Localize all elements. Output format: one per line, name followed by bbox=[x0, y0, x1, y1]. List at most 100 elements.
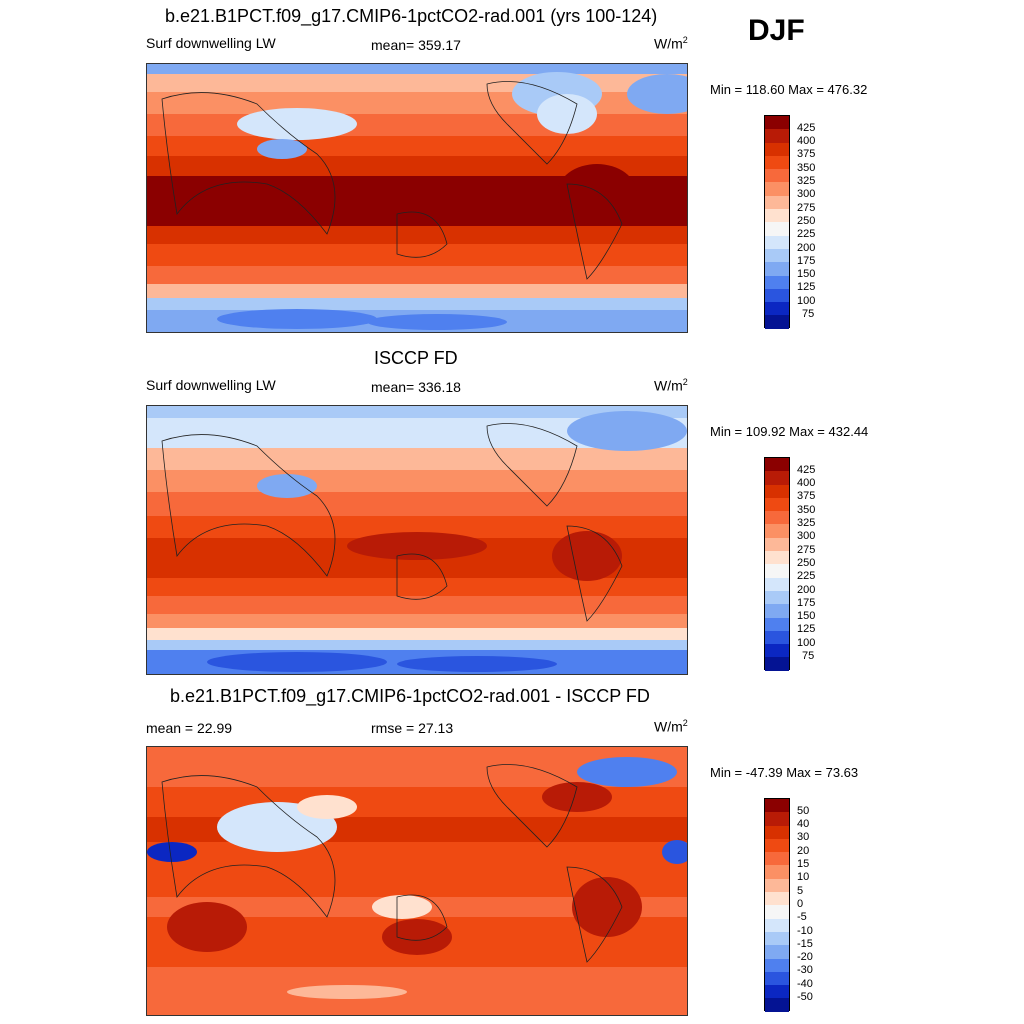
map-2-coastline bbox=[396, 553, 448, 600]
panel-1-variable-label: Surf downwelling LW bbox=[146, 35, 276, 51]
colorbar-3-tick: 15 bbox=[797, 858, 810, 870]
map-3-coastline bbox=[566, 866, 623, 963]
map-2-cold-region bbox=[257, 474, 317, 498]
panel-3-rmse-label: rmse = 27.13 bbox=[371, 720, 454, 736]
map-3-cold-region bbox=[297, 795, 357, 819]
map-2-coastline bbox=[486, 423, 578, 507]
map-3-warm-region bbox=[572, 877, 642, 937]
map-1-band bbox=[147, 114, 687, 136]
colorbar-2-tick: 350 bbox=[797, 503, 816, 516]
map-1-band bbox=[147, 226, 687, 244]
colorbar-3-tick: 40 bbox=[797, 818, 810, 831]
panel-2-units: W/m2 bbox=[654, 377, 688, 394]
colorbar-2-swatch bbox=[765, 630, 789, 645]
colorbar-3-swatch bbox=[765, 998, 789, 1012]
colorbar-1-swatch bbox=[765, 235, 789, 249]
map-3-cold-region bbox=[287, 985, 407, 999]
map-2-warm-region bbox=[552, 531, 622, 581]
colorbar-2-tick: 425 bbox=[797, 463, 816, 476]
colorbar-2-tick: 75 bbox=[802, 650, 815, 662]
colorbar-2-swatch bbox=[765, 644, 789, 658]
map-2-band bbox=[147, 470, 687, 492]
colorbar-1-tick: 125 bbox=[797, 281, 816, 294]
panel-2-variable-label: Surf downwelling LW bbox=[146, 377, 276, 393]
map-2-coastline bbox=[566, 525, 623, 622]
map-3-cold-region bbox=[372, 895, 432, 919]
panel-2-mean-label: mean= 336.18 bbox=[371, 379, 461, 395]
colorbar-2-tick: 150 bbox=[797, 610, 816, 623]
colorbar-2-swatch bbox=[765, 458, 789, 472]
panel-1-map bbox=[146, 63, 688, 333]
panel-3-mean-label: mean = 22.99 bbox=[146, 720, 233, 736]
colorbar-2-tick: 100 bbox=[797, 636, 816, 649]
colorbar-3-swatch bbox=[765, 985, 789, 999]
colorbar-2-swatch bbox=[765, 604, 789, 618]
colorbar-2-swatch bbox=[765, 564, 789, 578]
colorbar-1-tick: 75 bbox=[802, 308, 815, 320]
colorbar-3-swatch bbox=[765, 878, 789, 893]
panel-3-units: W/m2 bbox=[654, 718, 688, 735]
map-2-band bbox=[147, 448, 687, 470]
colorbar-3-swatch bbox=[765, 945, 789, 959]
colorbar-1-swatch bbox=[765, 116, 789, 130]
colorbar-1-tick: 325 bbox=[797, 175, 816, 187]
colorbar-3-tick: -15 bbox=[797, 937, 813, 950]
colorbar-1-swatch bbox=[765, 195, 789, 210]
map-2-band bbox=[147, 492, 687, 516]
colorbar-1-tick: 375 bbox=[797, 148, 816, 161]
map-3-band bbox=[147, 967, 687, 1015]
map-2-cold-region bbox=[567, 411, 687, 451]
colorbar-1-tick: 400 bbox=[797, 135, 816, 148]
colorbar-1-swatch bbox=[765, 155, 789, 170]
colorbar-2-swatch bbox=[765, 497, 789, 512]
colorbar-2-tick: 400 bbox=[797, 477, 816, 490]
colorbar-1-swatch bbox=[765, 142, 789, 156]
map-3-warm-region bbox=[542, 782, 612, 812]
colorbar-3-swatch bbox=[765, 958, 789, 972]
map-2-band bbox=[147, 628, 687, 640]
map-2-band bbox=[147, 596, 687, 614]
colorbar-3-tick: -40 bbox=[797, 977, 813, 990]
colorbar-2-tick: 250 bbox=[797, 556, 816, 569]
colorbar-2-tick: 200 bbox=[797, 583, 816, 596]
map-2-band bbox=[147, 578, 687, 596]
colorbar-3-swatch bbox=[765, 825, 789, 839]
map-2-band bbox=[147, 640, 687, 650]
panel-1-minmax: Min = 118.60 Max = 476.32 bbox=[710, 82, 868, 97]
colorbar-1-tick: 175 bbox=[797, 254, 816, 267]
panel-2-colorbar bbox=[764, 457, 790, 671]
map-2-band bbox=[147, 614, 687, 628]
map-1-coastline bbox=[161, 92, 336, 235]
colorbar-3-tick: 50 bbox=[797, 804, 810, 817]
colorbar-2-tick: 175 bbox=[797, 596, 816, 609]
panel-1-units: W/m2 bbox=[654, 35, 688, 52]
panel-3-title: b.e21.B1PCT.f09_g17.CMIP6-1pctCO2-rad.00… bbox=[170, 686, 650, 706]
map-1-cold-region bbox=[537, 94, 597, 134]
colorbar-1-swatch bbox=[765, 248, 789, 263]
colorbar-2-swatch bbox=[765, 590, 789, 605]
colorbar-3-swatch bbox=[765, 865, 789, 879]
colorbar-3-tick: -50 bbox=[797, 991, 813, 1003]
colorbar-1-tick: 225 bbox=[797, 228, 816, 241]
colorbar-2-swatch bbox=[765, 484, 789, 498]
colorbar-1-swatch bbox=[765, 262, 789, 276]
map-1-coastline bbox=[486, 81, 578, 165]
map-1-coastline bbox=[566, 183, 623, 280]
map-3-cold-region bbox=[147, 842, 197, 862]
map-2-coastline bbox=[161, 434, 336, 577]
colorbar-3-swatch bbox=[765, 892, 789, 906]
map-1-warm-region bbox=[557, 164, 637, 224]
map-1-coastline bbox=[396, 211, 448, 258]
colorbar-2-swatch bbox=[765, 537, 789, 552]
colorbar-3-tick: 0 bbox=[797, 897, 804, 910]
colorbar-2-tick: 300 bbox=[797, 530, 816, 543]
map-1-cold-region bbox=[217, 309, 377, 329]
panel-3-colorbar bbox=[764, 798, 790, 1012]
colorbar-3-tick: -5 bbox=[797, 911, 807, 924]
panel-3-map bbox=[146, 746, 688, 1016]
colorbar-1-swatch bbox=[765, 315, 789, 329]
colorbar-3-tick: -20 bbox=[797, 951, 813, 964]
map-2-band bbox=[147, 406, 687, 418]
map-1-cold-region bbox=[237, 108, 357, 140]
colorbar-1-tick: 100 bbox=[797, 294, 816, 307]
